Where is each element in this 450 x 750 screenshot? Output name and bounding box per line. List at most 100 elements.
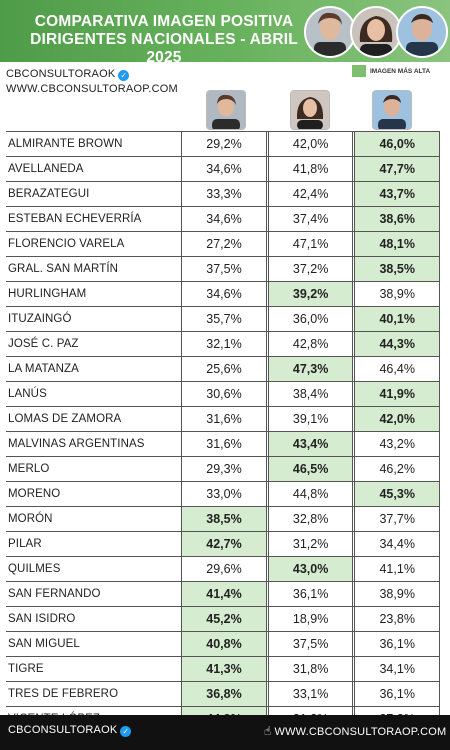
value-cell-dirigente-2: 38,4% — [267, 382, 354, 406]
avatar-dirigente-2 — [350, 6, 402, 58]
value-cell-dirigente-3: 42,0% — [354, 407, 441, 431]
value-cell-dirigente-2: 47,3% — [267, 357, 354, 381]
municipio-name: GRAL. SAN MARTÍN — [8, 263, 119, 275]
value-cell-dirigente-2: 47,1% — [267, 232, 354, 256]
value-cell-dirigente-1: 33,0% — [181, 482, 267, 506]
value-cell-dirigente-2: 46,5% — [267, 457, 354, 481]
verified-check-icon: ✓ — [118, 70, 130, 81]
value-cell-dirigente-3: 38,9% — [354, 282, 441, 306]
table-row: MALVINAS ARGENTINAS 31,6% 43,4% 43,2% — [6, 432, 441, 457]
table-row: FLORENCIO VARELA 27,2% 47,1% 48,1% — [6, 232, 441, 257]
table-row: MORENO 33,0% 44,8% 45,3% — [6, 482, 441, 507]
value-cell-dirigente-2: 44,8% — [267, 482, 354, 506]
value-cell-dirigente-3: 45,3% — [354, 482, 441, 506]
table-row: QUILMES 29,6% 43,0% 41,1% — [6, 557, 441, 582]
value-cell-dirigente-3: 43,7% — [354, 182, 441, 206]
value-cell-dirigente-1: 33,3% — [181, 182, 267, 206]
municipio-name: ESTEBAN ECHEVERRÍA — [8, 213, 142, 225]
value-cell-dirigente-2: 39,1% — [267, 407, 354, 431]
legend-label: IMAGEN MÁS ALTA — [370, 67, 431, 75]
value-cell-dirigente-1: 41,3% — [181, 657, 267, 681]
value-cell-dirigente-3: 34,1% — [354, 657, 441, 681]
table-row: ALMIRANTE BROWN 29,2% 42,0% 46,0% — [6, 131, 441, 157]
table-row: LANÚS 30,6% 38,4% 41,9% — [6, 382, 441, 407]
value-cell-dirigente-3: 43,2% — [354, 432, 441, 456]
value-cell-dirigente-3: 37,7% — [354, 507, 441, 531]
value-cell-dirigente-3: 36,1% — [354, 632, 441, 656]
municipio-name: BERAZATEGUI — [8, 188, 90, 200]
value-cell-dirigente-1: 29,3% — [181, 457, 267, 481]
table-row: PILAR 42,7% 31,2% 34,4% — [6, 532, 441, 557]
value-cell-dirigente-3: 48,1% — [354, 232, 441, 256]
municipio-name: MORÓN — [8, 513, 53, 525]
hand-pointer-icon: ☝ — [264, 724, 272, 738]
table-row: SAN MIGUEL 40,8% 37,5% 36,1% — [6, 632, 441, 657]
footer-website[interactable]: ☝ WWW.CBCONSULTORAOP.COM — [264, 724, 447, 738]
municipio-name: PILAR — [8, 538, 42, 550]
table-row: TIGRE 41,3% 31,8% 34,1% — [6, 657, 441, 682]
brand-website[interactable]: WWW.CBCONSULTORAOP.COM — [6, 83, 178, 95]
verified-check-icon: ✓ — [120, 726, 132, 737]
municipio-name: SAN ISIDRO — [8, 613, 76, 625]
value-cell-dirigente-1: 41,4% — [181, 582, 267, 606]
value-cell-dirigente-3: 34,4% — [354, 532, 441, 556]
value-cell-dirigente-2: 42,4% — [267, 182, 354, 206]
header-banner: COMPARATIVA IMAGEN POSITIVA DIRIGENTES N… — [0, 0, 450, 66]
municipio-name: QUILMES — [8, 563, 61, 575]
value-cell-dirigente-1: 40,8% — [181, 632, 267, 656]
municipio-name: SAN FERNANDO — [8, 588, 101, 600]
value-cell-dirigente-2: 31,2% — [267, 532, 354, 556]
value-cell-dirigente-1: 27,2% — [181, 232, 267, 256]
value-cell-dirigente-1: 30,6% — [181, 382, 267, 406]
brand-handle: CBCONSULTORAOK ✓ — [6, 68, 130, 81]
municipio-name: HURLINGHAM — [8, 288, 87, 300]
legend-swatch — [352, 65, 366, 77]
municipio-name: SAN MIGUEL — [8, 638, 80, 650]
municipio-name: TRES DE FEBRERO — [8, 688, 119, 700]
municipio-name: TIGRE — [8, 663, 44, 675]
column-avatar-dirigente-2 — [290, 90, 330, 130]
municipio-name: LA MATANZA — [8, 363, 79, 375]
value-cell-dirigente-3: 38,9% — [354, 582, 441, 606]
value-cell-dirigente-1: 25,6% — [181, 357, 267, 381]
table-row: GRAL. SAN MARTÍN 37,5% 37,2% 38,5% — [6, 257, 441, 282]
municipio-name: MALVINAS ARGENTINAS — [8, 438, 145, 450]
page-title: COMPARATIVA IMAGEN POSITIVA DIRIGENTES N… — [30, 13, 298, 66]
column-avatar-dirigente-1 — [206, 90, 246, 130]
value-cell-dirigente-1: 32,1% — [181, 332, 267, 356]
value-cell-dirigente-3: 47,7% — [354, 157, 441, 181]
municipio-name: MORENO — [8, 488, 61, 500]
value-cell-dirigente-1: 34,6% — [181, 207, 267, 231]
value-cell-dirigente-2: 37,4% — [267, 207, 354, 231]
municipio-name: ALMIRANTE BROWN — [8, 138, 123, 150]
table-row: SAN ISIDRO 45,2% 18,9% 23,8% — [6, 607, 441, 632]
value-cell-dirigente-3: 23,8% — [354, 607, 441, 631]
municipio-name: AVELLANEDA — [8, 163, 84, 175]
value-cell-dirigente-1: 31,6% — [181, 432, 267, 456]
table-row: JOSÉ C. PAZ 32,1% 42,8% 44,3% — [6, 332, 441, 357]
value-cell-dirigente-1: 45,2% — [181, 607, 267, 631]
municipio-name: ITUZAINGÓ — [8, 313, 72, 325]
column-avatar-dirigente-3 — [372, 90, 412, 130]
value-cell-dirigente-3: 36,1% — [354, 682, 441, 706]
value-cell-dirigente-2: 36,1% — [267, 582, 354, 606]
value-cell-dirigente-2: 37,2% — [267, 257, 354, 281]
municipio-name: LANÚS — [8, 388, 47, 400]
value-cell-dirigente-2: 18,9% — [267, 607, 354, 631]
table-row: ESTEBAN ECHEVERRÍA 34,6% 37,4% 38,6% — [6, 207, 441, 232]
municipio-name: JOSÉ C. PAZ — [8, 338, 79, 350]
value-cell-dirigente-3: 38,5% — [354, 257, 441, 281]
footer-handle: CBCONSULTORAOK ✓ — [8, 724, 132, 737]
value-cell-dirigente-3: 41,9% — [354, 382, 441, 406]
value-cell-dirigente-1: 34,6% — [181, 282, 267, 306]
table-row: ITUZAINGÓ 35,7% 36,0% 40,1% — [6, 307, 441, 332]
value-cell-dirigente-2: 43,4% — [267, 432, 354, 456]
value-cell-dirigente-3: 44,3% — [354, 332, 441, 356]
table-row: HURLINGHAM 34,6% 39,2% 38,9% — [6, 282, 441, 307]
value-cell-dirigente-2: 39,2% — [267, 282, 354, 306]
table-row: MERLO 29,3% 46,5% 46,2% — [6, 457, 441, 482]
value-cell-dirigente-2: 42,0% — [267, 132, 354, 156]
avatar-dirigente-3 — [396, 6, 448, 58]
value-cell-dirigente-2: 31,8% — [267, 657, 354, 681]
value-cell-dirigente-2: 32,8% — [267, 507, 354, 531]
